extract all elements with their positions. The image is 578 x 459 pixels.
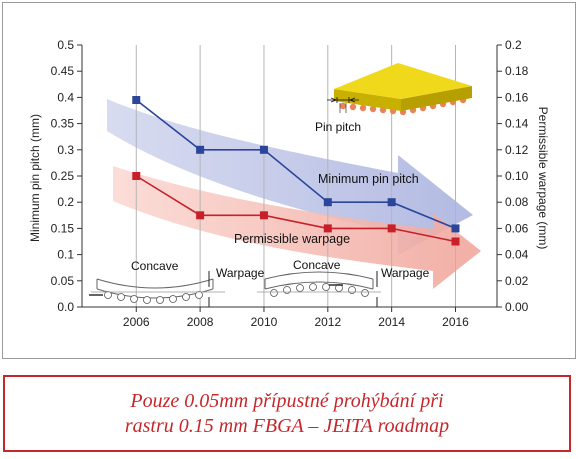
data-point-warpage: [196, 211, 205, 220]
caption-box: Pouze 0.05mm přípustné prohýbání při ras…: [3, 375, 571, 452]
chart-frame: 0.0 0.05 0.1 0.15 0.2 0.25 0.3 0.35 0.4 0.45 0.5 0…: [2, 2, 576, 359]
right-tick-label: 0.02: [505, 274, 529, 288]
right-tick-label: 0.18: [505, 64, 529, 78]
left-tick-label: 0.25: [51, 169, 75, 183]
package-top: [334, 63, 472, 99]
concave-diagram-1: Concave Warpage: [89, 259, 265, 307]
left-tick-label: 0.05: [51, 274, 75, 288]
left-tick-label: 0.35: [51, 117, 75, 131]
right-tick-label: 0.10: [505, 169, 529, 183]
left-axis-ticks: 0.0 0.05 0.1 0.15 0.2 0.25 0.3 0.35 0.4 0.45 0.5: [51, 38, 82, 314]
chart-svg: 0.0 0.05 0.1 0.15 0.2 0.25 0.3 0.35 0.4 0.45 0.5 0…: [28, 38, 550, 329]
data-point-warpage: [387, 224, 396, 233]
caption-line-1: Pouze 0.05mm přípustné prohýbání při: [130, 389, 444, 412]
package-illustration: Pin pitch: [315, 63, 472, 134]
x-tick-label: 2012: [314, 315, 341, 329]
right-tick-label: 0.16: [505, 90, 529, 104]
right-tick-label: 0.14: [505, 117, 529, 131]
left-tick-label: 0.5: [57, 38, 74, 52]
series-line-warpage: [135, 175, 456, 243]
right-tick-label: 0.00: [505, 300, 529, 314]
warpage-series-label: Permissible warpage: [234, 232, 350, 246]
concave-label-1: Concave: [131, 259, 179, 273]
left-tick-label: 0.2: [57, 195, 74, 209]
right-tick-label: 0.12: [505, 143, 529, 157]
data-point-pitch: [387, 198, 396, 207]
warpage-label-1: Warpage: [216, 266, 265, 280]
x-tick-label: 2006: [123, 315, 150, 329]
right-tick-label: 0.2: [505, 38, 522, 52]
data-point-pitch: [259, 145, 268, 154]
data-point-pitch: [196, 145, 205, 154]
data-point-pitch: [451, 224, 460, 233]
data-point-warpage: [259, 211, 268, 220]
left-tick-label: 0.1: [57, 248, 74, 262]
right-tick-label: 0.08: [505, 195, 529, 209]
left-tick-label: 0.0: [57, 300, 74, 314]
left-tick-label: 0.15: [51, 221, 75, 235]
right-tick-label: 0.04: [505, 248, 529, 262]
series-line-pitch: [135, 99, 456, 230]
package-side-right: [401, 86, 472, 111]
concave-label-2: Concave: [293, 258, 341, 272]
pin-pitch-label: Pin pitch: [315, 120, 361, 134]
left-tick-label: 0.45: [51, 64, 75, 78]
package-side-left: [334, 89, 401, 111]
left-tick-label: 0.3: [57, 143, 74, 157]
left-axis-label: Minimum pin pitch (mm): [28, 114, 42, 242]
right-tick-label: 0.06: [505, 221, 529, 235]
x-axis-ticks: 2006 2008 2010 2012 2014 2016: [123, 307, 469, 329]
series-group: [132, 96, 460, 246]
x-tick-label: 2016: [442, 315, 469, 329]
data-point-pitch: [323, 198, 332, 207]
blue-trend-arrow: [107, 99, 473, 255]
right-axis-label: Permissible warpage (mm): [536, 107, 550, 250]
pitch-series-label: Minimum pin pitch: [318, 172, 419, 186]
x-tick-label: 2010: [251, 315, 278, 329]
caption-line-2: rastru 0.15 mm FBGA – JEITA roadmap: [124, 414, 450, 437]
data-point-pitch: [132, 96, 141, 105]
left-tick-label: 0.4: [57, 90, 74, 104]
concave-diagram-2: Concave Warpage: [257, 258, 430, 307]
red-trend-arrow: [113, 166, 481, 289]
right-axis-ticks: 0.00 0.02 0.04 0.06 0.08 0.10 0.12 0.14 0.16 0.18…: [497, 38, 529, 314]
data-point-warpage: [323, 224, 332, 233]
x-tick-label: 2014: [378, 315, 405, 329]
data-point-warpage: [132, 172, 141, 180]
warpage-label-2: Warpage: [381, 266, 430, 280]
data-point-warpage: [451, 237, 460, 246]
x-tick-label: 2008: [187, 315, 214, 329]
